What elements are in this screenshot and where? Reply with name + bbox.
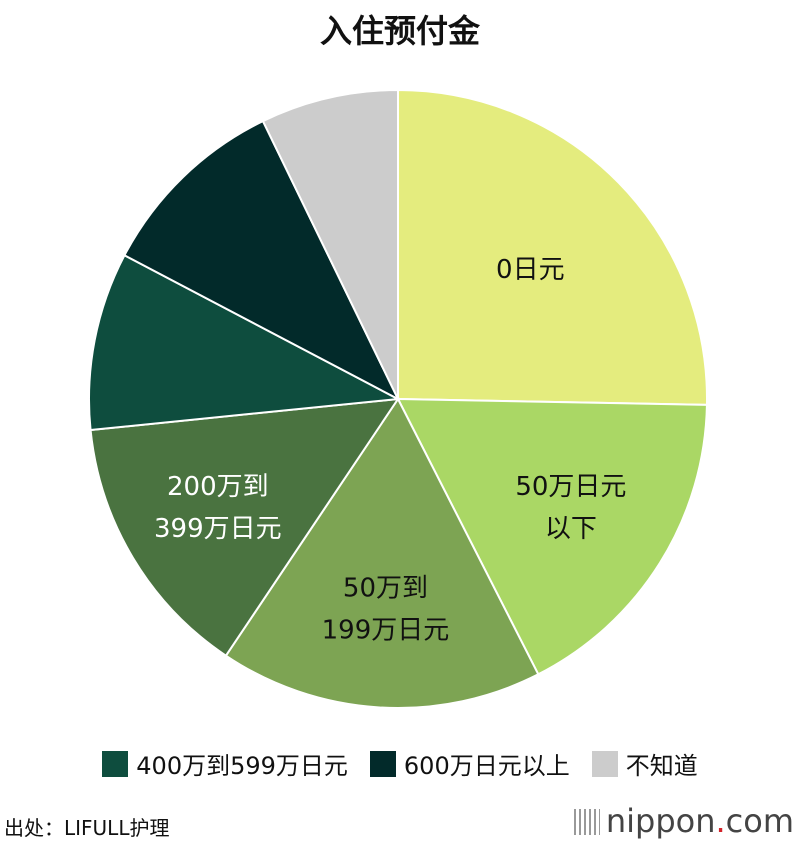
pie-slice-0: [397, 88, 708, 406]
pie-chart: 0日元 50万日元以下 50万到 199万日元 200万到 399万日元: [88, 88, 708, 709]
pie-slice-5: [123, 119, 401, 402]
legend-label: 不知道: [625, 752, 698, 780]
legend-label: 400万到599万日元: [136, 752, 348, 780]
legend-item: 不知道: [591, 746, 698, 781]
logo-bars-icon: [573, 809, 600, 835]
legend-item: 600万日元以上: [369, 746, 570, 781]
legend-swatch: [102, 750, 129, 777]
legend-item: 400万到599万日元: [102, 746, 348, 781]
pie-slice-2: [224, 397, 540, 709]
slice-label-3: 200万到 399万日元: [154, 472, 282, 544]
slice-label-2: 50万到 199万日元: [322, 574, 450, 646]
legend-swatch: [591, 750, 618, 777]
pie-slice-3: [89, 397, 401, 658]
slice-label-0: 0日元: [496, 255, 565, 285]
legend-label: 600万日元以上: [403, 752, 570, 780]
legend: 400万到599万日元 600万日元以上 不知道: [0, 746, 800, 781]
chart-title: 入住预付金: [319, 12, 480, 50]
pie-slice-4: [88, 253, 402, 432]
source-note: 出处：LIFULL护理: [4, 816, 170, 840]
pie-slice-6: [261, 88, 399, 400]
logo-tail: com: [725, 802, 794, 840]
slice-label-1: 50万日元以下: [515, 472, 626, 544]
logo-dot: .: [715, 802, 726, 840]
legend-swatch: [369, 750, 396, 777]
nippon-logo: nippon.com: [573, 802, 794, 840]
pie-slice-1: [396, 397, 708, 676]
logo-text: nippon: [605, 802, 716, 840]
